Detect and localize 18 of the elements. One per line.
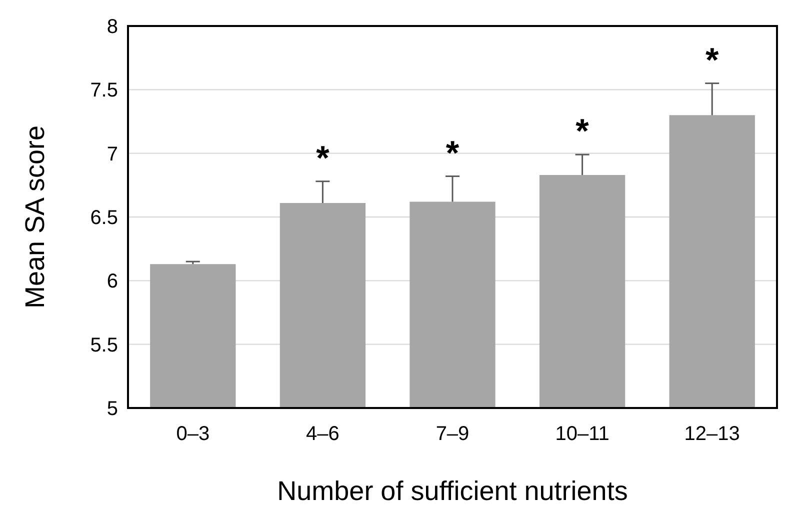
x-axis-title: Number of sufficient nutrients [277,476,628,506]
x-tick-label: 0–3 [176,423,210,445]
y-tick-label: 5 [106,398,118,420]
annotation: * [316,139,330,178]
x-tick-label: 4–6 [306,423,340,445]
annotation: * [705,41,720,80]
annotation: * [446,134,460,172]
y-axis-title: Mean SA score [20,125,50,309]
y-tick-label: 8 [106,16,118,38]
y-tick-label: 7 [106,143,118,166]
x-tick-label: 12–13 [684,423,740,445]
x-tick-label: 10–11 [555,423,610,445]
x-tick-label: 7–9 [436,423,470,445]
y-tick-label: 5.5 [90,334,118,356]
annotation: * [576,112,590,151]
y-tick-label: 6 [106,270,118,293]
y-tick-label: 7.5 [90,80,118,102]
y-tick-label: 6.5 [90,207,118,229]
